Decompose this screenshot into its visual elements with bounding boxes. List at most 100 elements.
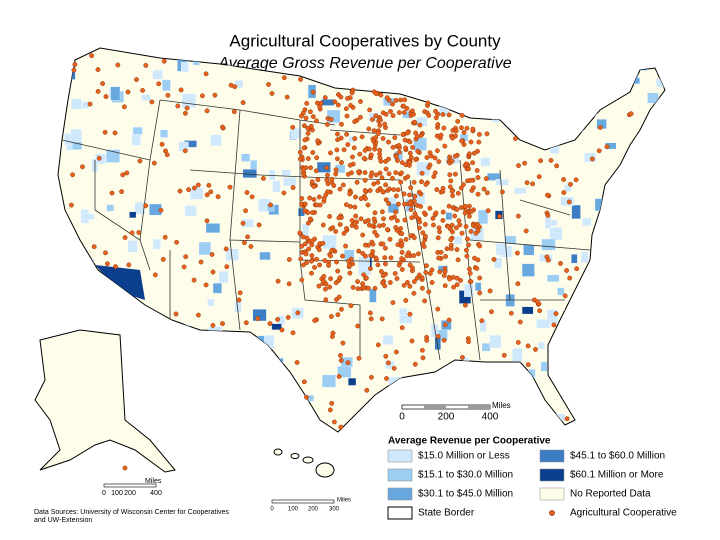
cooperative-dot: [408, 185, 414, 191]
cooperative-dot: [434, 148, 440, 154]
cooperative-dot: [574, 266, 580, 272]
cooperative-dot: [388, 215, 394, 221]
cooperative-dot: [403, 236, 409, 242]
cooperative-dot: [377, 186, 383, 191]
cooperative-dot: [460, 182, 466, 188]
legend-title: Average Revenue per Cooperative: [388, 436, 551, 447]
cooperative-dot: [395, 242, 401, 248]
cooperative-dot: [407, 192, 412, 198]
cooperative-dot: [413, 157, 419, 163]
county-patch: [234, 80, 244, 88]
cooperative-dot: [407, 283, 413, 289]
cooperative-dot: [382, 261, 388, 267]
cooperative-dot: [382, 255, 388, 261]
county-patch: [538, 342, 545, 350]
county-patch: [544, 216, 552, 229]
county-patch: [430, 324, 439, 338]
cooperative-dot: [344, 131, 349, 137]
cooperative-dot: [80, 164, 85, 170]
cooperative-dot: [433, 210, 439, 216]
cooperative-dot: [396, 142, 402, 148]
county-patch: [271, 323, 282, 331]
cooperative-dot: [182, 148, 188, 154]
cooperative-dot: [345, 96, 350, 101]
cooperative-dot: [397, 149, 402, 155]
cooperative-dot: [402, 217, 408, 223]
cooperative-dot: [337, 186, 343, 192]
cooperative-dot: [449, 222, 455, 228]
cooperative-dot: [420, 355, 426, 361]
cooperative-dot: [285, 314, 291, 320]
cooperative-dot: [352, 119, 358, 125]
cooperative-dot: [564, 268, 569, 273]
cooperative-dot: [237, 290, 243, 296]
legend-swatch: [387, 506, 413, 520]
county-patch: [580, 251, 589, 263]
cooperative-dot: [468, 279, 474, 284]
cooperative-dot: [386, 186, 392, 192]
cooperative-dot: [240, 100, 246, 106]
cooperative-dot: [335, 131, 340, 137]
cooperative-dot: [336, 294, 342, 300]
cooperative-dot: [298, 77, 303, 82]
cooperative-dot: [269, 91, 275, 96]
cooperative-dot: [367, 266, 373, 271]
county-patch: [110, 86, 121, 101]
cooperative-dot: [203, 282, 209, 288]
cooperative-dot: [298, 113, 304, 119]
cooperative-dot: [450, 135, 455, 141]
cooperative-dot: [420, 230, 426, 236]
cooperative-dot: [267, 321, 273, 326]
county-patch: [134, 202, 145, 215]
cooperative-dot: [485, 208, 491, 214]
cooperative-dot: [311, 184, 317, 189]
cooperative-dot: [411, 179, 417, 185]
cooperative-dot: [458, 205, 464, 211]
cooperative-dot: [316, 194, 322, 200]
county-patch: [66, 144, 74, 151]
cooperative-dot: [357, 151, 363, 157]
cooperative-dot: [349, 218, 355, 223]
cooperative-dot: [236, 297, 242, 303]
cooperative-dot: [471, 150, 477, 156]
cooperative-dot: [136, 230, 142, 235]
county-patch: [337, 366, 352, 378]
cooperative-dot: [335, 312, 341, 318]
cooperative-dot: [364, 387, 370, 393]
cooperative-dot: [173, 311, 179, 317]
cooperative-dot: [474, 266, 480, 271]
cooperative-dot: [341, 230, 347, 236]
cooperative-dot: [161, 58, 167, 64]
cooperative-dot: [388, 255, 394, 261]
cooperative-dot: [564, 416, 570, 422]
cooperative-dot: [70, 172, 76, 178]
cooperative-dot: [400, 132, 406, 138]
legend-swatch: [539, 487, 565, 501]
cooperative-dot: [403, 145, 408, 151]
cooperative-dot: [356, 169, 361, 175]
cooperative-dot: [448, 246, 454, 252]
cooperative-dot: [134, 77, 139, 83]
cooperative-dot: [71, 67, 77, 73]
cooperative-dot: [309, 253, 315, 259]
cooperative-dot: [380, 273, 386, 279]
cooperative-dot: [329, 400, 335, 406]
cooperative-dot: [345, 171, 351, 177]
cooperative-dot: [450, 193, 455, 199]
cooperative-dot: [336, 374, 342, 379]
county-patch: [387, 203, 399, 214]
cooperative-dot: [95, 89, 101, 94]
county-patch: [647, 92, 659, 104]
cooperative-dot: [453, 128, 459, 134]
cooperative-dot: [368, 374, 374, 380]
cooperative-dot: [365, 217, 371, 223]
county-patch: [521, 306, 534, 315]
cooperative-dot: [395, 187, 401, 193]
cooperative-dot: [362, 177, 368, 183]
cooperative-dot: [469, 208, 475, 214]
cooperative-dot: [399, 170, 404, 176]
county-patch: [571, 254, 578, 264]
cooperative-dot: [334, 156, 340, 162]
cooperative-dot: [427, 150, 433, 156]
